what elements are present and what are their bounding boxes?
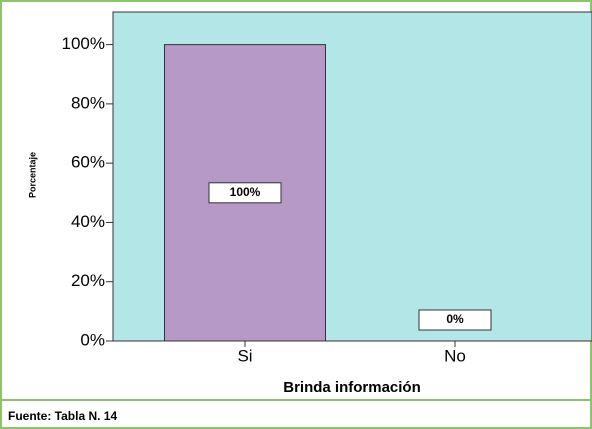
x-tick-label: Si xyxy=(237,346,252,365)
y-axis-title: Porcentaje xyxy=(27,152,37,198)
y-tick-label: 40% xyxy=(71,212,105,231)
value-label-box xyxy=(208,182,282,204)
x-tick-label: No xyxy=(444,346,466,365)
x-axis-title: Brinda información xyxy=(283,379,421,396)
source-note: Fuente: Tabla N. 14 xyxy=(8,409,117,423)
y-tick-label: 20% xyxy=(71,271,105,290)
y-tick-label: 100% xyxy=(62,34,105,53)
y-tick-label: 80% xyxy=(71,93,105,112)
value-label: 0% xyxy=(446,312,464,326)
value-label: 100% xyxy=(230,185,261,199)
value-label-box xyxy=(418,309,492,331)
y-tick-label: 60% xyxy=(71,153,105,172)
y-tick-label: 0% xyxy=(80,330,105,349)
